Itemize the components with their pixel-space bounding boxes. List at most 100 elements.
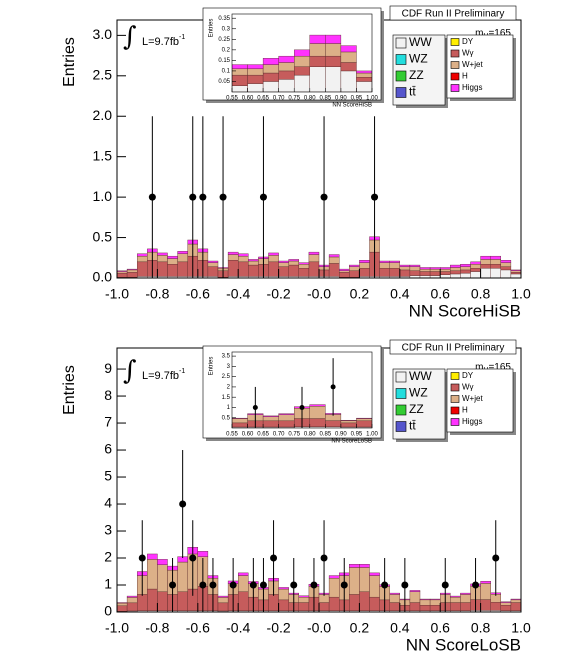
histogram-bar (232, 418, 248, 424)
y-tick-label: 9 (104, 360, 112, 376)
histogram-bar (248, 264, 259, 277)
histogram-bar (490, 268, 502, 278)
data-point (148, 193, 156, 201)
histogram-bar (419, 599, 431, 606)
histogram-bar (278, 587, 289, 590)
histogram-bar (510, 598, 521, 601)
histogram-bar (232, 422, 248, 428)
histogram-bar (340, 45, 357, 53)
luminosity: L=9.7fb-1 (142, 368, 185, 382)
panel: 0.0 0.5 1.0 1.5 2.0 2.5 3.0 -1.0 -0.8 -0.6 -0.4 -0.… (0, 5, 531, 320)
histogram-bar (480, 268, 491, 278)
x-tick-label: 0.8 (471, 286, 491, 302)
histogram-bar (429, 271, 441, 276)
histogram-bar (76, 400, 92, 402)
x-tick-label: 0.4 (390, 286, 410, 302)
inset-x-tick-label: 0.70 (273, 432, 285, 438)
histogram-bar (262, 420, 279, 428)
inset-y-tick-label: 0.25 (218, 37, 230, 43)
histogram-bar (309, 55, 326, 67)
histogram-bar (325, 66, 342, 92)
histogram-bar (328, 596, 340, 611)
histogram-bar (409, 266, 421, 271)
histogram-bar (154, 52, 170, 67)
histogram-bar (379, 262, 390, 269)
luminosity-base: L=9.7fb (142, 370, 179, 382)
inset-y-tick-label: 0.3 (222, 26, 231, 32)
histogram-bar (217, 595, 229, 598)
histogram-bar (45, 50, 61, 88)
x-tick-label: -1.0 (105, 620, 129, 636)
histogram-bar (185, 88, 201, 92)
histogram-bar (126, 597, 138, 604)
data-point (249, 581, 257, 589)
histogram-bar (0, 48, 14, 52)
data-point (51, 405, 56, 410)
x-tick-label: 0.2 (350, 620, 370, 636)
histogram-bar (309, 418, 326, 427)
histogram-bar (61, 88, 77, 92)
legend-label: ZZ (409, 402, 424, 416)
inset-x-tick-label: 0.75 (288, 432, 300, 438)
legend-swatch (450, 38, 460, 46)
histogram-bar (325, 34, 342, 44)
histogram-bar (500, 260, 512, 263)
legend-swatch (395, 388, 407, 399)
histogram-bar (0, 411, 14, 419)
histogram-bar (470, 261, 481, 265)
histogram-bar (500, 602, 512, 606)
legend-label: DY (462, 371, 474, 380)
histogram-bar (237, 261, 249, 277)
histogram-bar (308, 251, 320, 255)
mass-base: m (475, 28, 483, 39)
histogram-bar (76, 417, 92, 427)
histogram-bar (61, 421, 77, 427)
histogram-bar (126, 602, 138, 612)
histogram-bar (510, 269, 521, 271)
histogram-bar (45, 88, 61, 92)
histogram-bar (157, 261, 168, 277)
y-tick-label: 2 (104, 549, 112, 565)
histogram-bar (328, 263, 340, 277)
histogram-bar (237, 575, 249, 592)
histogram-bar (298, 596, 310, 603)
histogram-bar (117, 272, 128, 278)
histogram-bar (288, 260, 300, 266)
inset-y-tick-label: 0.15 (218, 58, 230, 64)
histogram-bar (126, 269, 138, 273)
data-point (189, 193, 197, 201)
y-tick-label: 7 (104, 414, 112, 430)
histogram-bar (500, 269, 512, 278)
histogram-bar (247, 68, 264, 76)
data-point (320, 193, 328, 201)
histogram-bar (409, 270, 421, 276)
integral: ∫ (123, 356, 137, 386)
histogram-bar (419, 598, 431, 601)
inset-frame (231, 351, 373, 429)
histogram-bar (154, 67, 170, 88)
y-tick-label: 3 (104, 522, 112, 538)
histogram-bar (500, 262, 512, 267)
histogram-bar (278, 588, 289, 601)
histogram-bar (356, 72, 372, 78)
histogram-bar (278, 260, 289, 263)
luminosity-sup: -1 (179, 34, 185, 41)
histogram-bar (369, 572, 380, 576)
histogram-bar (480, 255, 491, 260)
inset-x-tick-label: 0.95 (351, 96, 363, 102)
histogram-bar (480, 583, 491, 600)
histogram-bar (349, 270, 360, 278)
histogram-bar (136, 255, 148, 263)
histogram-bar (389, 592, 401, 595)
data-point (169, 581, 177, 589)
histogram-bar (359, 564, 370, 568)
histogram-bar (356, 77, 372, 82)
x-tick-label: -0.4 (226, 620, 250, 636)
histogram-bar (429, 598, 441, 601)
inset-y-tick-label: 0.05 (218, 79, 230, 85)
histogram-bar (328, 575, 340, 579)
histogram-bar (170, 88, 186, 92)
histogram-bar (14, 421, 30, 427)
histogram-bar (45, 427, 61, 428)
histogram-bar (139, 427, 155, 428)
